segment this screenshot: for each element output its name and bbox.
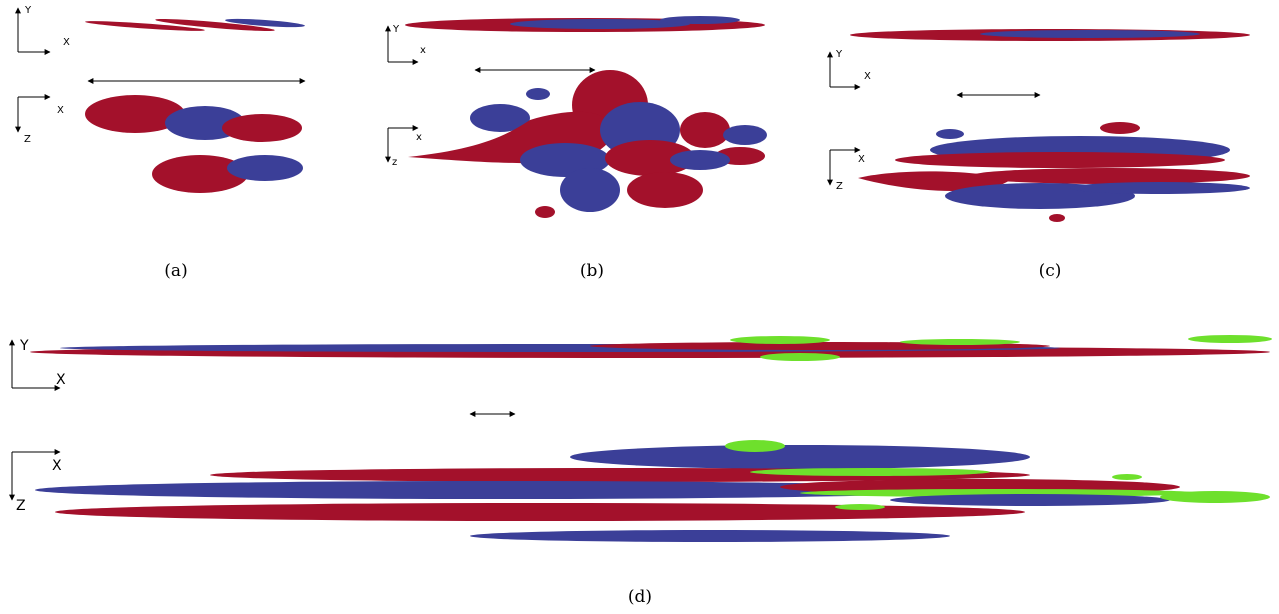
axis-label: Y [19,338,29,354]
structure [980,30,1200,38]
structure [660,16,740,24]
panel-label: (d) [628,587,652,607]
structure [936,129,964,139]
axis-label: X [57,105,64,116]
axis-label: Z [16,498,26,514]
structure [227,155,303,181]
structure [723,125,767,145]
structure [535,206,555,218]
structure [890,494,1170,506]
figure: Y X X Z (a) Y x x z (b) Y X X Z (c) Y X … [0,0,1279,614]
axis-label: Y [835,49,843,60]
axis-label: Y [24,5,32,16]
axis-label: X [858,154,865,165]
axis-label: Y [392,24,400,35]
axis-label: Z [836,181,843,192]
structure [760,353,840,361]
structure [835,504,885,510]
panel-b: Y x x z (b) [388,16,767,281]
panel-c: Y X X Z (c) [830,29,1250,281]
structure [470,530,950,542]
structure [680,112,730,148]
structure [1160,491,1270,503]
panel-a: Y X X Z (a) [18,5,305,281]
axis-label: Z [24,134,31,145]
axis-label: X [56,372,66,388]
structure [895,152,1225,168]
axis-label: X [52,458,62,474]
structure [1049,214,1065,222]
structure [730,336,830,344]
structure [1188,335,1272,343]
structure [900,339,1020,345]
structure [570,445,1030,469]
structure [725,440,785,452]
structure [670,150,730,170]
panel-label: (b) [580,261,604,281]
structure [1070,182,1250,194]
axis-label: x [416,132,422,143]
axis-label: X [864,71,871,82]
structure [526,88,550,100]
structure [560,168,620,212]
axis-label: x [420,45,426,56]
structure [1100,122,1140,134]
structure [222,114,302,142]
structure [750,468,990,476]
structure [1112,474,1142,480]
axis-label: z [392,157,397,168]
panel-label: (c) [1039,261,1062,281]
structure [627,172,703,208]
structure [970,168,1250,184]
panel-label: (a) [164,261,187,281]
axis-label: X [63,37,70,48]
panel-d: Y X X Z (d) [12,335,1272,607]
